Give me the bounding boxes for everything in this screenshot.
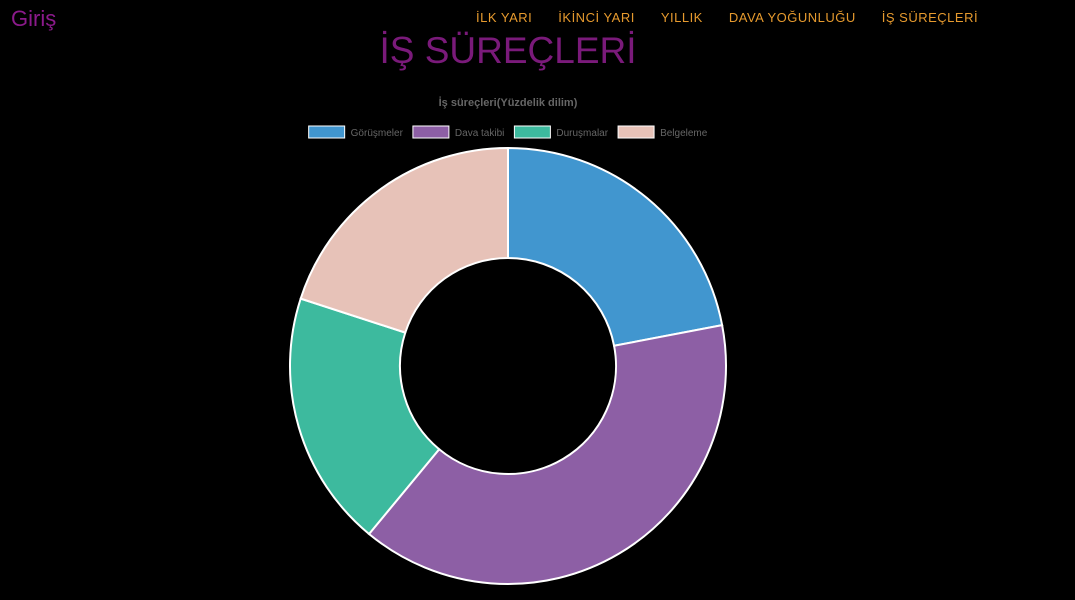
legend-swatch[interactable] — [412, 125, 450, 139]
chart-title: İş süreçleri(Yüzdelik dilim) — [439, 96, 578, 109]
doughnut-slice-1[interactable] — [507, 146, 724, 347]
legend-swatch[interactable] — [513, 125, 551, 139]
nav-case-density[interactable]: DAVA YOĞUNLUĞU — [728, 10, 856, 25]
nav-second-half[interactable]: İKİNCİ YARI — [558, 10, 635, 25]
doughnut-slice-4[interactable] — [299, 146, 509, 334]
chart-slices — [289, 146, 727, 585]
legend-swatch[interactable] — [617, 125, 655, 139]
page-title: İŞ SÜREÇLERİ — [379, 30, 637, 71]
doughnut-slice-2[interactable] — [367, 323, 727, 585]
chart-legend: Görüşmeler Dava takibi Duruşmalar Belgeleme — [308, 125, 708, 139]
nav-work-processes[interactable]: İŞ SÜREÇLERİ — [881, 10, 979, 25]
legend-label[interactable]: Belgeleme — [660, 128, 708, 139]
brand-link[interactable]: Giriş — [11, 6, 57, 31]
legend-label[interactable]: Duruşmalar — [556, 128, 608, 139]
nav-yearly[interactable]: YILLIK — [660, 10, 703, 25]
doughnut-slice-3[interactable] — [289, 297, 441, 536]
legend-label[interactable]: Dava takibi — [455, 128, 504, 139]
legend-label[interactable]: Görüşmeler — [351, 128, 404, 139]
nav-first-half[interactable]: İLK YARI — [476, 10, 533, 25]
top-nav: İLK YARI İKİNCİ YARI YILLIK DAVA YOĞUNLU… — [476, 10, 978, 25]
legend-swatch[interactable] — [308, 125, 346, 139]
